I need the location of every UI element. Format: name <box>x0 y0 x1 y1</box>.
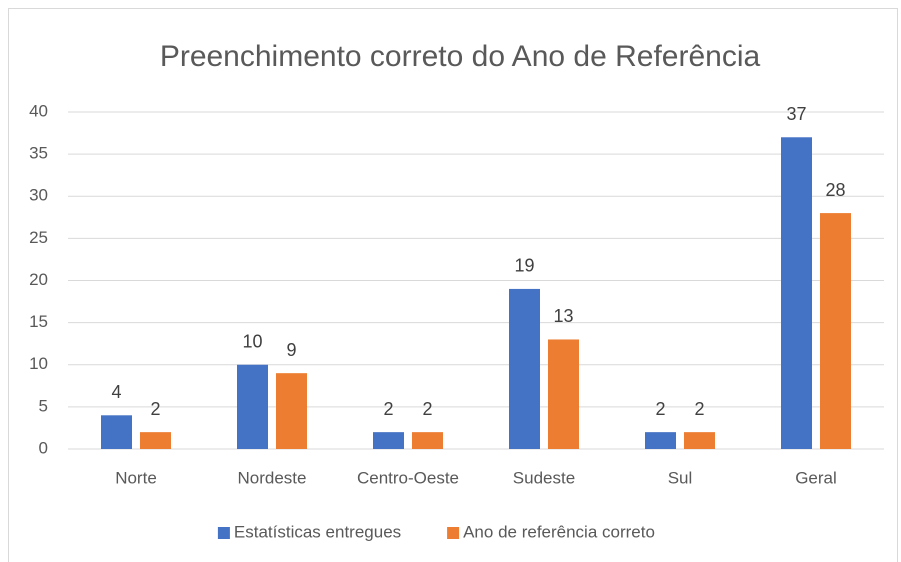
bar <box>781 137 812 449</box>
y-tick-label: 35 <box>29 144 48 163</box>
x-tick-label: Sudeste <box>513 468 575 487</box>
bar <box>101 415 132 449</box>
bar <box>276 373 307 449</box>
data-label: 2 <box>655 399 665 419</box>
y-tick-label: 30 <box>29 186 48 205</box>
bar <box>645 432 676 449</box>
data-label: 19 <box>514 256 534 276</box>
data-label: 4 <box>111 382 121 402</box>
data-label: 28 <box>825 180 845 200</box>
y-tick-label: 20 <box>29 270 48 289</box>
bar <box>548 339 579 449</box>
bar <box>509 288 540 449</box>
data-label: 2 <box>383 399 393 419</box>
x-tick-label: Nordeste <box>238 468 307 487</box>
y-tick-label: 40 <box>29 101 48 120</box>
data-label: 13 <box>553 306 573 326</box>
chart-frame <box>8 8 898 562</box>
x-tick-label: Geral <box>795 468 837 487</box>
x-tick-label: Norte <box>115 468 157 487</box>
data-label: 2 <box>694 399 704 419</box>
y-tick-label: 25 <box>29 228 48 247</box>
data-label: 37 <box>786 104 806 124</box>
legend-label: Estatísticas entregues <box>234 522 401 541</box>
bar <box>140 432 171 449</box>
bar <box>373 432 404 449</box>
legend-swatch <box>217 527 230 539</box>
x-tick-label: Centro-Oeste <box>357 468 459 487</box>
bar <box>820 213 851 449</box>
data-label: 10 <box>242 332 262 352</box>
bar <box>684 432 715 449</box>
bar <box>412 432 443 449</box>
bar <box>237 364 268 449</box>
legend-label: Ano de referência correto <box>463 522 655 541</box>
data-label: 2 <box>422 399 432 419</box>
data-label: 2 <box>150 399 160 419</box>
y-tick-label: 15 <box>29 312 48 331</box>
legend-swatch <box>447 527 460 539</box>
y-tick-label: 5 <box>39 396 48 415</box>
chart-title: Preenchimento correto do Ano de Referênc… <box>160 40 761 73</box>
y-tick-label: 0 <box>39 438 48 457</box>
x-tick-label: Sul <box>668 468 693 487</box>
data-label: 9 <box>286 340 296 360</box>
y-tick-label: 10 <box>29 354 48 373</box>
